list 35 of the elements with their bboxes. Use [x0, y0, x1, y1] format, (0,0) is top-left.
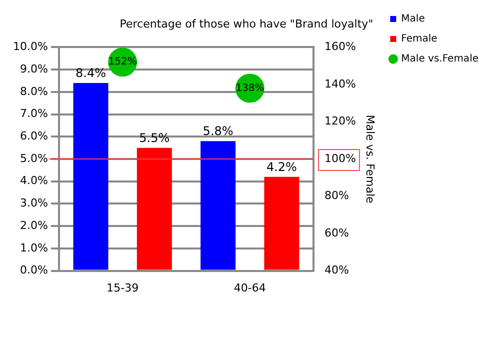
y-tick-label: 8.0%: [20, 84, 48, 98]
data-label: 8.4%: [76, 66, 106, 80]
y2-tick-label: 140%: [324, 77, 356, 90]
legend-label: Female: [401, 34, 438, 45]
y2-tick-label: 160%: [324, 40, 356, 54]
y-tick-label: 5.0%: [20, 152, 48, 165]
y-tick-label: 4.0%: [20, 174, 48, 188]
y2-tick-label: 40%: [324, 264, 349, 277]
bar: [73, 82, 108, 270]
y-tick-label: 7.0%: [20, 107, 48, 120]
x-tick-label: 40-64: [234, 281, 266, 294]
y-tick-label: 10.0%: [12, 40, 48, 54]
y2-axis-title: Male vs. Female: [364, 114, 377, 204]
y-tick-label: 1.0%: [20, 241, 48, 254]
y2-tick-label: 60%: [324, 226, 349, 240]
y2-tick-label: 120%: [324, 114, 356, 128]
data-label: 5.5%: [139, 130, 170, 145]
bar: [200, 141, 236, 270]
y-tick-label: 9.0%: [20, 62, 48, 76]
bar: [136, 148, 172, 270]
legend-label: Male vs.Female: [401, 54, 479, 65]
y-tick-label: 3.0%: [20, 196, 48, 210]
bar: [264, 176, 300, 270]
data-label: 138%: [236, 82, 264, 94]
x-tick-label: 15-39: [106, 281, 139, 294]
y2-tick-label: 80%: [324, 189, 349, 202]
y-tick-label: 2.0%: [20, 218, 48, 232]
chart-title: Percentage of those who have "Brand loyalty": [120, 17, 374, 30]
data-label: 152%: [108, 56, 137, 68]
legend-label: Male: [401, 14, 425, 25]
y2-tick-label: 100%: [324, 152, 356, 165]
data-label: 4.2%: [266, 160, 297, 174]
data-label: 5.8%: [202, 124, 234, 138]
y-tick-label: 0.0%: [20, 264, 48, 277]
y-tick-label: 6.0%: [20, 130, 48, 142]
